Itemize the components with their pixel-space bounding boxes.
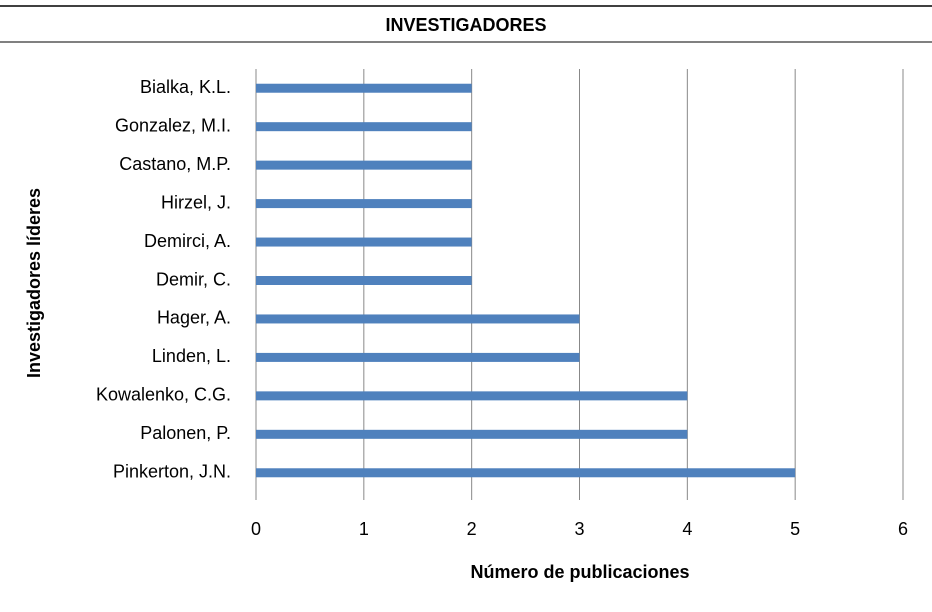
bar (256, 83, 472, 93)
y-tick-label: Linden, L. (152, 346, 231, 366)
y-tick-label: Hirzel, J. (161, 192, 231, 212)
y-tick-label: Demir, C. (156, 269, 231, 289)
x-axis-label: Número de publicaciones (470, 562, 689, 582)
y-tick-label: Pinkerton, J.N. (113, 462, 231, 482)
y-tick-label: Hager, A. (157, 308, 231, 328)
bar (256, 429, 688, 439)
y-axis-label: Investigadores líderes (24, 188, 44, 378)
x-tick-label: 6 (898, 519, 908, 539)
bar (256, 468, 796, 478)
x-tick-label: 3 (574, 519, 584, 539)
x-tick-label: 1 (359, 519, 369, 539)
x-tick-label: 2 (467, 519, 477, 539)
x-tick-label: 0 (251, 519, 261, 539)
bar (256, 391, 688, 401)
x-tick-label: 5 (790, 519, 800, 539)
x-tick-label: 4 (682, 519, 692, 539)
y-tick-label: Demirci, A. (144, 231, 231, 251)
y-tick-label: Gonzalez, M.I. (115, 115, 231, 135)
bar (256, 276, 472, 285)
bar (256, 122, 472, 132)
y-tick-label: Palonen, P. (140, 423, 231, 443)
y-tick-label: Bialka, K.L. (140, 77, 231, 97)
bar (256, 237, 472, 247)
bar (256, 352, 580, 362)
chart-title: INVESTIGADORES (385, 15, 546, 35)
y-tick-label: Castano, M.P. (119, 154, 231, 174)
bar (256, 160, 472, 170)
y-tick-label: Kowalenko, C.G. (96, 385, 231, 405)
bar (256, 314, 580, 324)
bar (256, 199, 472, 209)
